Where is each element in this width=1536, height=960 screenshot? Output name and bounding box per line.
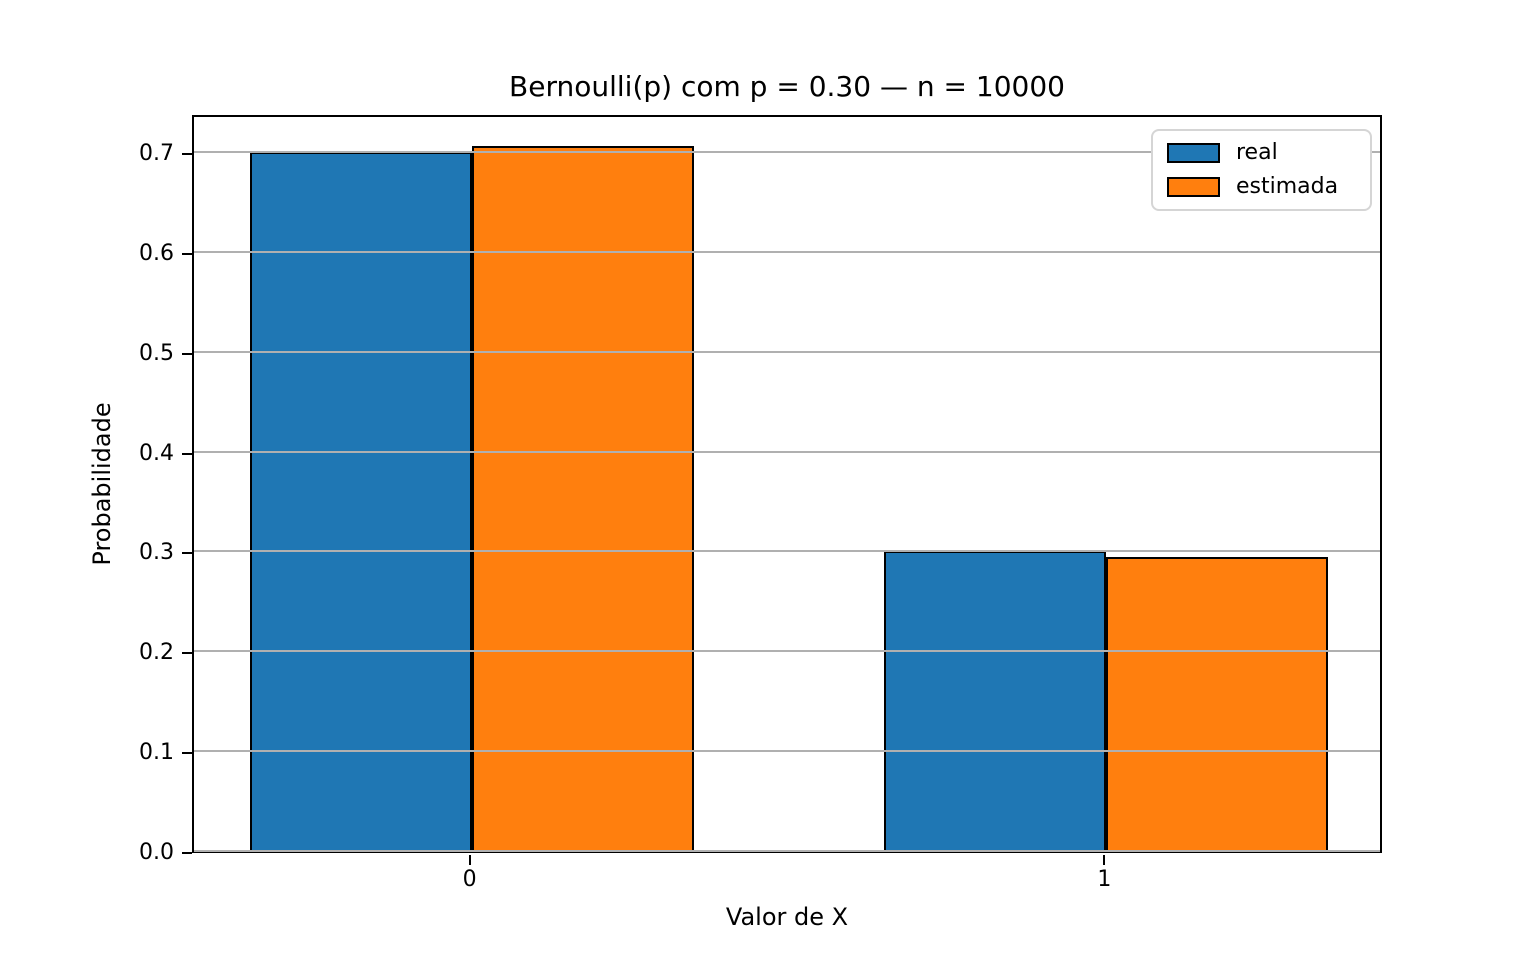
y-tick-label: 0.1	[139, 740, 174, 766]
y-tick-label: 0.3	[139, 540, 174, 566]
legend-item-real: real	[1167, 141, 1356, 165]
legend-swatch-real	[1167, 143, 1220, 163]
y-tick-label: 0.6	[139, 240, 174, 266]
y-tick-label: 0.2	[139, 640, 174, 666]
y-tick-label: 0.5	[139, 340, 174, 366]
bar-real-1	[884, 551, 1107, 851]
chart-title: Bernoulli(p) com p = 0.30 — n = 10000	[509, 70, 1065, 103]
gridline-y-0.6	[194, 250, 1380, 253]
bar-estimada-0	[471, 145, 694, 851]
gridline-y-0.3	[194, 550, 1380, 553]
y-axis-label: Probabilidade	[88, 402, 116, 566]
x-axis-label: Valor de X	[725, 903, 849, 931]
y-tick-label: 0.7	[139, 140, 174, 166]
legend-label-real: real	[1236, 140, 1278, 165]
x-tick-mark	[468, 855, 471, 865]
y-tick-label: 0.4	[139, 440, 174, 466]
y-tick-label: 0.0	[139, 840, 174, 865]
gridline-y-0.5	[194, 350, 1380, 353]
y-tick-mark	[182, 352, 192, 355]
gridline-y-0.1	[194, 750, 1380, 753]
gridline-y-0.7	[194, 150, 1380, 153]
y-tick-mark	[182, 252, 192, 255]
bar-estimada-1	[1106, 557, 1329, 851]
y-tick-mark	[182, 852, 192, 854]
y-tick-mark	[182, 652, 192, 655]
plot-area	[192, 115, 1382, 853]
legend: real estimada	[1151, 129, 1372, 211]
bar-real-0	[249, 151, 472, 851]
legend-label-estimada: estimada	[1236, 174, 1339, 199]
y-tick-mark	[182, 552, 192, 555]
x-tick-mark	[1103, 855, 1106, 865]
gridline-y-0	[194, 850, 1380, 852]
legend-swatch-estimada	[1167, 177, 1220, 197]
x-tick-label: 0	[462, 867, 477, 892]
x-tick-label: 1	[1097, 867, 1112, 892]
y-tick-mark	[182, 752, 192, 755]
gridline-y-0.2	[194, 650, 1380, 653]
gridline-y-0.4	[194, 450, 1380, 453]
y-tick-mark	[182, 152, 192, 155]
y-tick-mark	[182, 452, 192, 455]
legend-item-estimada: estimada	[1167, 175, 1356, 199]
